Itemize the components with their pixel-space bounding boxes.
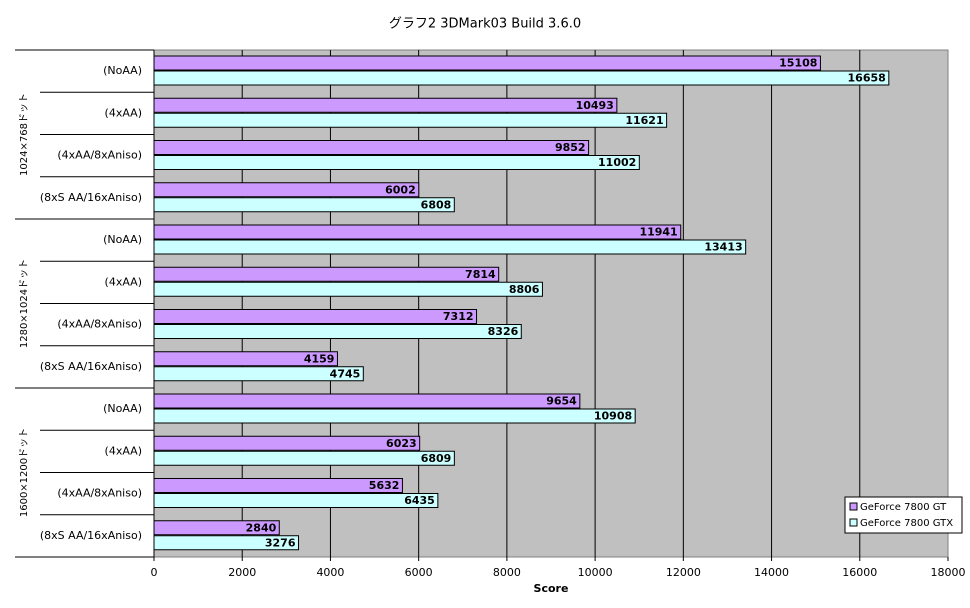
y-tick-label: (4xAA/8xAniso) <box>57 149 142 162</box>
y-tick-label: (4xAA/8xAniso) <box>57 487 142 500</box>
y-tick-label: (NoAA) <box>103 233 142 246</box>
value-label: 3276 <box>265 536 296 549</box>
value-label: 16658 <box>848 72 886 85</box>
value-label: 9654 <box>546 395 577 408</box>
y-tick-label: (8xS AA/16xAniso) <box>40 191 142 204</box>
value-label: 6023 <box>386 437 417 450</box>
x-tick-label: 0 <box>151 566 158 579</box>
legend-box <box>844 496 963 534</box>
value-label: 15108 <box>779 57 817 70</box>
value-label: 7312 <box>443 310 474 323</box>
chart-title: グラフ2 3DMark03 Build 3.6.0 <box>389 17 581 32</box>
bar <box>153 97 618 113</box>
value-label: 10493 <box>576 99 614 112</box>
value-label: 5632 <box>369 479 400 492</box>
x-tick-label: 12000 <box>666 566 701 579</box>
value-label: 8806 <box>509 283 540 296</box>
legend-label: GeForce 7800 GT <box>860 502 947 513</box>
group-label: 1280×1024ドット <box>19 259 30 348</box>
bar <box>153 266 500 282</box>
x-tick-label: 8000 <box>493 566 521 579</box>
value-label: 2840 <box>246 521 277 534</box>
y-tick-label: (4xAA) <box>105 444 142 457</box>
bar <box>153 239 747 255</box>
bar <box>153 478 403 493</box>
bar <box>153 535 300 551</box>
group-label: 1024×768ドット <box>19 93 30 176</box>
bar <box>153 366 364 382</box>
value-label: 9852 <box>555 141 586 154</box>
bar <box>153 435 421 451</box>
value-label: 4159 <box>304 352 335 365</box>
bar <box>153 408 636 424</box>
x-tick-label: 4000 <box>316 566 344 579</box>
y-tick-label: (NoAA) <box>103 64 142 77</box>
legend-swatch <box>849 518 858 527</box>
y-tick-label: (4xAA) <box>105 106 142 119</box>
bar <box>153 351 338 367</box>
bar <box>153 281 543 297</box>
legend-label: GeForce 7800 GTX <box>860 518 953 529</box>
x-tick-label: 10000 <box>578 566 613 579</box>
value-label: 6002 <box>385 183 416 196</box>
bar <box>153 450 455 466</box>
y-tick-label: (NoAA) <box>103 402 142 415</box>
bar <box>153 182 420 198</box>
bar <box>153 112 668 128</box>
group-label: 1600×1200ドット <box>19 428 30 517</box>
y-tick-label: (4xAA/8xAniso) <box>57 318 142 331</box>
bar <box>153 324 522 339</box>
y-tick-label: (4xAA) <box>105 275 142 288</box>
legend-swatch <box>849 502 858 511</box>
bar <box>153 70 890 86</box>
value-label: 6809 <box>421 452 452 465</box>
y-tick-label: (8xS AA/16xAniso) <box>40 360 142 373</box>
plot-area <box>153 49 949 558</box>
x-tick-label: 6000 <box>405 566 433 579</box>
y-tick-label: (8xS AA/16xAniso) <box>40 529 142 542</box>
bar <box>153 155 640 170</box>
x-tick-label: 16000 <box>842 566 877 579</box>
bar <box>153 140 590 155</box>
value-label: 11002 <box>598 156 636 169</box>
value-label: 11941 <box>639 226 677 239</box>
x-tick-label: 14000 <box>754 566 789 579</box>
bar <box>153 520 280 536</box>
bar <box>153 309 478 324</box>
value-label: 6435 <box>404 494 435 507</box>
value-label: 6808 <box>421 198 452 211</box>
value-label: 11621 <box>625 114 663 127</box>
bar <box>153 197 455 213</box>
value-label: 4745 <box>330 367 361 380</box>
bar <box>153 493 439 508</box>
x-axis-label: Score <box>534 582 569 595</box>
value-label: 13413 <box>704 241 742 254</box>
bar <box>153 55 821 71</box>
x-tick-label: 18000 <box>931 566 966 579</box>
bar <box>153 393 581 409</box>
value-label: 8326 <box>488 325 519 338</box>
value-label: 10908 <box>594 410 632 423</box>
bar <box>153 224 682 240</box>
value-label: 7814 <box>465 268 496 281</box>
x-tick-label: 2000 <box>228 566 256 579</box>
